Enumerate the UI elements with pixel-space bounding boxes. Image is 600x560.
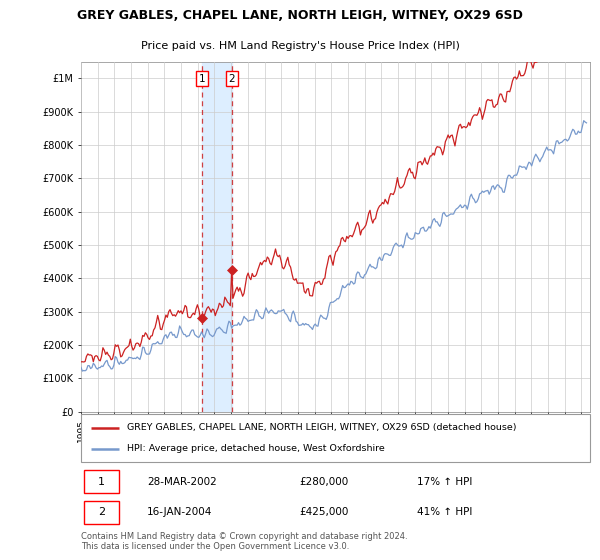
Text: Price paid vs. HM Land Registry's House Price Index (HPI): Price paid vs. HM Land Registry's House … [140, 41, 460, 52]
Text: 1: 1 [98, 477, 105, 487]
Text: 41% ↑ HPI: 41% ↑ HPI [417, 507, 472, 517]
Text: 16-JAN-2004: 16-JAN-2004 [147, 507, 212, 517]
Text: £280,000: £280,000 [300, 477, 349, 487]
Text: 2: 2 [229, 74, 235, 84]
Text: 2: 2 [98, 507, 105, 517]
FancyBboxPatch shape [81, 414, 590, 462]
FancyBboxPatch shape [83, 501, 119, 524]
Text: Contains HM Land Registry data © Crown copyright and database right 2024.
This d: Contains HM Land Registry data © Crown c… [81, 532, 407, 552]
Text: GREY GABLES, CHAPEL LANE, NORTH LEIGH, WITNEY, OX29 6SD: GREY GABLES, CHAPEL LANE, NORTH LEIGH, W… [77, 8, 523, 22]
Text: HPI: Average price, detached house, West Oxfordshire: HPI: Average price, detached house, West… [127, 444, 385, 453]
Text: £425,000: £425,000 [300, 507, 349, 517]
Text: 17% ↑ HPI: 17% ↑ HPI [417, 477, 472, 487]
Text: 28-MAR-2002: 28-MAR-2002 [147, 477, 217, 487]
Bar [202, 62, 232, 412]
Text: 1: 1 [199, 74, 205, 84]
FancyBboxPatch shape [83, 470, 119, 493]
Text: GREY GABLES, CHAPEL LANE, NORTH LEIGH, WITNEY, OX29 6SD (detached house): GREY GABLES, CHAPEL LANE, NORTH LEIGH, W… [127, 423, 516, 432]
